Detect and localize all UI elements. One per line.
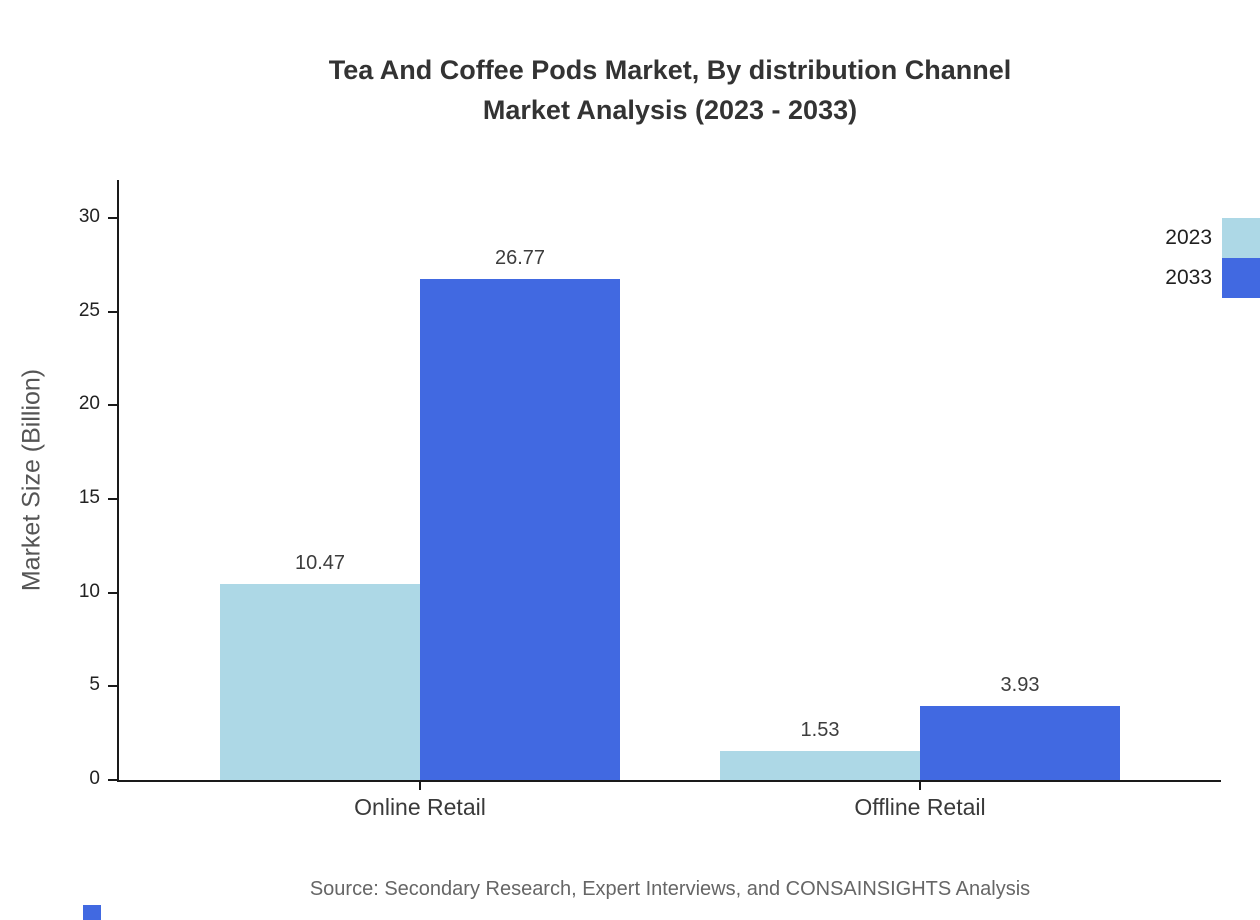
source-note: Source: Secondary Research, Expert Inter… bbox=[309, 878, 1031, 900]
legend-item: 2033 bbox=[1165, 258, 1260, 298]
bar-value-label: 1.53 bbox=[800, 719, 840, 742]
y-axis bbox=[117, 180, 119, 782]
legend-label: 2023 bbox=[1165, 226, 1212, 249]
x-axis-tick bbox=[919, 782, 921, 790]
corner-logo-mark bbox=[83, 905, 101, 920]
chart-title-line1: Tea And Coffee Pods Market, By distribut… bbox=[328, 55, 1012, 85]
y-axis-tick bbox=[108, 685, 117, 688]
y-axis-tick-label: 30 bbox=[78, 206, 100, 227]
legend-item: 2023 bbox=[1165, 218, 1260, 258]
chart-title-line2: Market Analysis (2023 - 2033) bbox=[482, 95, 858, 125]
y-axis-tick-label: 5 bbox=[89, 674, 100, 696]
y-axis-tick-label: 10 bbox=[78, 580, 100, 602]
y-axis-tick-label: 15 bbox=[78, 487, 100, 508]
x-axis bbox=[117, 780, 1221, 782]
y-axis-tick bbox=[108, 498, 117, 500]
legend-swatch bbox=[1222, 218, 1260, 258]
x-axis-category-label: Offline Retail bbox=[854, 794, 986, 820]
bar-value-label: 3.93 bbox=[1000, 674, 1040, 697]
bar-2023-online-retail bbox=[220, 583, 420, 780]
x-axis-category-label: Online Retail bbox=[354, 794, 486, 820]
y-axis-tick bbox=[108, 310, 117, 313]
legend-swatch bbox=[1222, 258, 1260, 298]
y-axis-tick bbox=[108, 591, 117, 594]
y-axis-tick bbox=[108, 217, 117, 219]
y-axis-tick-label: 20 bbox=[78, 393, 100, 415]
bar-2033-offline-retail bbox=[920, 706, 1120, 780]
bar-2033-online-retail bbox=[420, 278, 620, 780]
y-axis-tick bbox=[108, 404, 117, 407]
y-axis-tick bbox=[108, 779, 117, 781]
y-axis-tick-label: 0 bbox=[89, 768, 100, 789]
legend-label: 2033 bbox=[1165, 266, 1212, 289]
chart-title: Tea And Coffee Pods Market, By distribut… bbox=[80, 50, 1260, 130]
bar-value-label: 10.47 bbox=[294, 551, 346, 574]
y-axis-tick-label: 25 bbox=[78, 299, 100, 321]
x-axis-tick bbox=[419, 782, 421, 790]
bar-2023-offline-retail bbox=[720, 751, 920, 780]
bar-value-label: 26.77 bbox=[494, 246, 546, 269]
